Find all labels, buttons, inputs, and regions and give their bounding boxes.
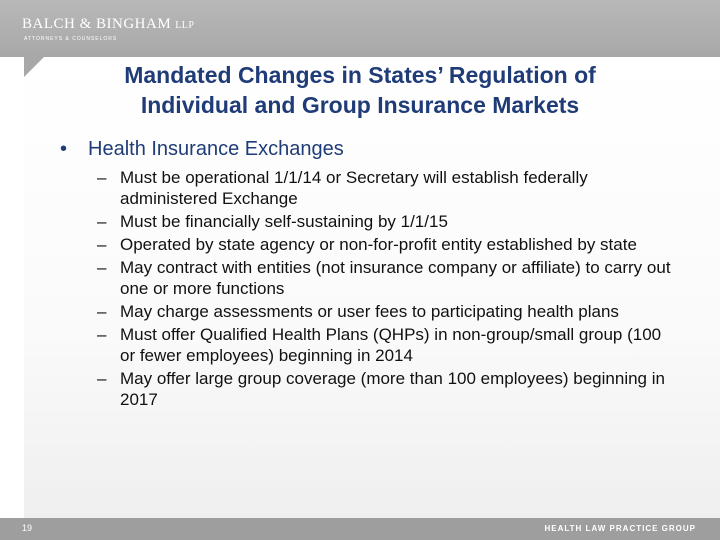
footer-bar: 19 HEALTH LAW PRACTICE GROUP (0, 518, 720, 540)
sub-bullet-item: – Must be financially self-sustaining by … (97, 211, 677, 232)
sub-bullet-text: May offer large group coverage (more tha… (120, 369, 665, 409)
sub-bullet-item: – Must be operational 1/1/14 or Secretary… (97, 167, 677, 209)
sub-bullet-item: – May offer large group coverage (more th… (97, 368, 677, 410)
firm-logo: BALCH & BINGHAM LLP (22, 16, 194, 33)
page-number: 19 (22, 523, 33, 533)
dash-mark: – (97, 369, 107, 388)
practice-group-label: HEALTH LAW PRACTICE GROUP (544, 524, 696, 533)
dash-mark: – (97, 168, 107, 187)
sub-bullet-item: – May contract with entities (not insuran… (97, 257, 677, 299)
main-bullet: • Health Insurance Exchanges (60, 137, 344, 161)
slide-title-line1: Mandated Changes in States’ Regulation o… (124, 62, 596, 88)
sub-bullet-text: May contract with entities (not insuranc… (120, 258, 671, 298)
content-panel (24, 57, 720, 518)
sub-bullet-text: Must be financially self-sustaining by 1… (120, 212, 448, 231)
firm-logo-suffix: LLP (175, 20, 195, 31)
sub-bullet-text: Must offer Qualified Health Plans (QHPs)… (120, 325, 662, 365)
sub-bullet-text: May charge assessments or user fees to p… (120, 302, 619, 321)
firm-tagline: ATTORNEYS & COUNSELORS (24, 36, 118, 42)
sub-bullet-text: Must be operational 1/1/14 or Secretary … (120, 168, 588, 208)
slide-title-line2: Individual and Group Insurance Markets (140, 92, 580, 118)
slide-title: Mandated Changes in States’ Regulation o… (24, 60, 696, 120)
dash-mark: – (97, 235, 107, 254)
sub-bullet-item: – May charge assessments or user fees to … (97, 301, 677, 322)
dash-mark: – (97, 325, 107, 344)
sub-bullet-text: Operated by state agency or non-for-prof… (120, 235, 637, 254)
sub-bullet-item: – Operated by state agency or non-for-pro… (97, 234, 677, 255)
bullet-dot: • (60, 138, 68, 160)
corner-notch (24, 57, 44, 77)
sub-bullet-list: – Must be operational 1/1/14 or Secretary… (97, 167, 677, 412)
firm-logo-text: BALCH & BINGHAM (22, 16, 172, 32)
dash-mark: – (97, 302, 107, 321)
sub-bullet-item: – Must offer Qualified Health Plans (QHPs… (97, 324, 677, 366)
header-bar: BALCH & BINGHAM LLP ATTORNEYS & COUNSELOR… (0, 0, 720, 57)
main-bullet-text: Health Insurance Exchanges (88, 138, 344, 160)
dash-mark: – (97, 258, 107, 277)
dash-mark: – (97, 212, 107, 231)
